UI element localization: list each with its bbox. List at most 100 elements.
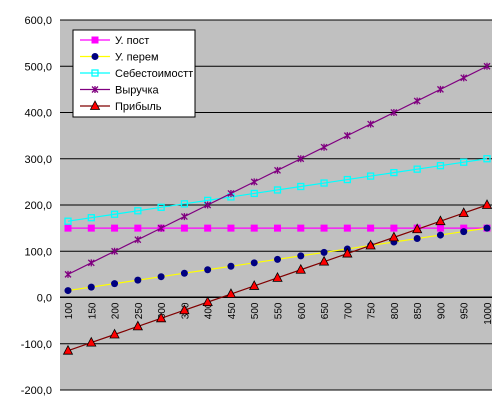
x-tick-label: 100: [64, 302, 75, 319]
data-point: [134, 207, 142, 215]
data-point: [320, 248, 328, 256]
x-tick-label: 500: [250, 302, 261, 319]
data-point: [390, 109, 398, 116]
data-point: [483, 224, 491, 232]
data-point: [273, 186, 282, 194]
legend-label: Себестоимостт: [115, 68, 193, 80]
y-tick-label: 600,0: [24, 15, 52, 27]
data-point: [460, 158, 468, 166]
x-tick-label: 700: [343, 302, 354, 319]
data-point: [436, 85, 444, 93]
data-point: [274, 166, 281, 174]
legend-marker: [91, 69, 99, 77]
data-point: [225, 288, 237, 298]
data-point: [111, 224, 119, 232]
data-point: [87, 224, 95, 232]
data-point: [64, 270, 72, 278]
y-tick-label: 0,0: [37, 293, 52, 305]
data-point: [367, 224, 375, 232]
data-point: [413, 97, 421, 105]
data-point: [157, 273, 165, 281]
data-point: [157, 224, 165, 232]
data-point: [62, 344, 74, 355]
legend-marker: [91, 53, 99, 60]
data-point: [64, 217, 72, 225]
x-tick-label: 950: [460, 302, 471, 319]
data-point: [227, 189, 235, 197]
data-point: [297, 224, 305, 232]
data-point: [342, 247, 353, 258]
data-point: [366, 172, 375, 180]
legend-label: Прибыль: [115, 101, 162, 113]
data-point: [320, 143, 328, 151]
data-point: [460, 228, 468, 236]
data-point: [227, 224, 235, 232]
data-point: [204, 224, 212, 232]
data-point: [297, 155, 305, 163]
data-point: [343, 175, 351, 184]
data-point: [134, 276, 142, 284]
legend-item: Выручка: [80, 85, 160, 97]
series-4: [64, 62, 491, 278]
data-point: [64, 287, 72, 295]
data-point: [134, 224, 142, 232]
data-point: [155, 312, 167, 323]
data-point: [157, 203, 165, 211]
data-point: [318, 255, 330, 266]
data-point: [436, 162, 445, 170]
data-point: [250, 259, 258, 267]
legend-marker: [91, 86, 99, 93]
data-point: [64, 224, 72, 232]
data-point: [390, 168, 398, 177]
y-tick-label: -100,0: [21, 339, 52, 351]
y-tick-label: 300,0: [24, 154, 52, 166]
data-point: [179, 304, 190, 315]
data-point: [390, 224, 398, 232]
legend-item: У. пост: [80, 35, 149, 47]
data-point: [436, 231, 444, 239]
y-tick-label: 400,0: [24, 108, 52, 120]
data-point: [272, 271, 283, 282]
data-point: [343, 132, 351, 140]
x-tick-label: 250: [134, 302, 145, 319]
data-point: [180, 269, 188, 277]
legend-label: У. пост: [115, 35, 149, 47]
x-tick-label: 600: [297, 302, 308, 319]
x-tick-label: 400: [204, 302, 215, 319]
x-tick-label: 1000: [483, 302, 494, 325]
data-point: [111, 247, 119, 255]
y-tick-label: -200,0: [21, 385, 52, 397]
data-point: [458, 207, 469, 217]
x-tick-label: 800: [390, 302, 401, 319]
legend-label: Выручка: [115, 85, 160, 97]
x-tick-label: 850: [413, 302, 424, 319]
series-layer: [62, 62, 493, 355]
data-point: [87, 283, 95, 291]
series-line: [67, 158, 488, 222]
data-point: [460, 74, 468, 82]
data-point: [134, 236, 142, 244]
data-point: [365, 239, 376, 250]
y-tick-label: 100,0: [24, 246, 52, 258]
data-point: [412, 223, 423, 234]
data-point: [413, 165, 421, 173]
data-point: [227, 262, 235, 270]
data-point: [481, 199, 493, 209]
data-point: [483, 155, 491, 163]
data-point: [274, 224, 281, 232]
data-point: [297, 182, 305, 191]
data-point: [388, 231, 400, 242]
data-point: [204, 201, 212, 209]
series-5: [62, 199, 493, 355]
x-tick-label: 200: [111, 302, 122, 319]
data-point: [250, 178, 258, 186]
data-point: [109, 328, 120, 339]
legend-item: Себестоимостт: [80, 68, 193, 80]
data-point: [250, 189, 258, 198]
data-point: [483, 62, 491, 70]
legend-label: У. перем: [115, 52, 159, 64]
data-point: [249, 280, 260, 290]
data-point: [250, 224, 258, 232]
y-tick-label: 500,0: [24, 61, 52, 73]
